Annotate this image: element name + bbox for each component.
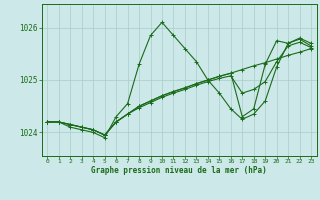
X-axis label: Graphe pression niveau de la mer (hPa): Graphe pression niveau de la mer (hPa) <box>91 166 267 175</box>
